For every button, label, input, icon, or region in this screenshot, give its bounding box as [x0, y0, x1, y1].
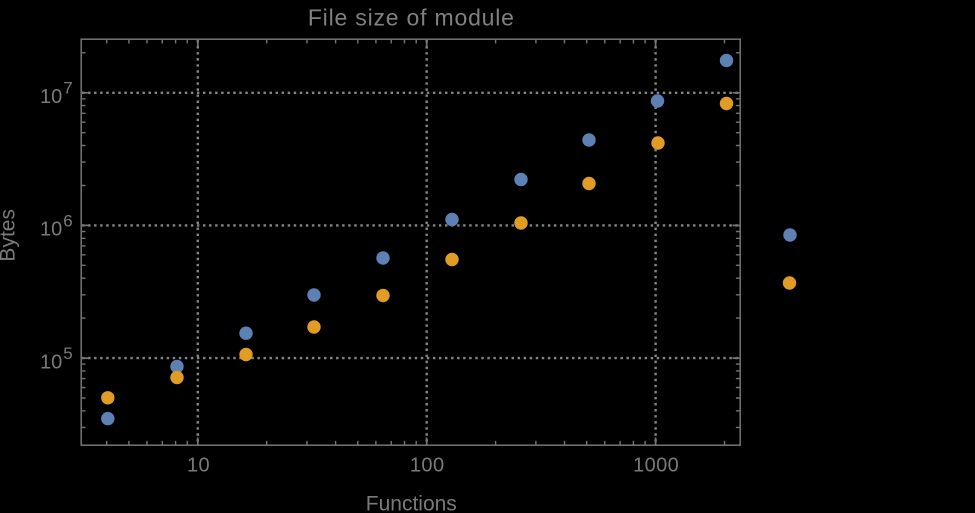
svg-text:10: 10: [40, 86, 62, 108]
svg-text:File size of module: File size of module: [308, 4, 515, 30]
svg-text:10: 10: [187, 455, 210, 477]
svg-text:10: 10: [40, 351, 62, 373]
svg-text:10: 10: [40, 219, 62, 241]
svg-text:100: 100: [410, 455, 445, 477]
svg-text:Bytes: Bytes: [0, 209, 20, 262]
svg-text:1000: 1000: [633, 455, 679, 477]
svg-text:5: 5: [63, 344, 72, 363]
svg-text:6: 6: [63, 211, 72, 230]
svg-text:Functions: Functions: [366, 492, 457, 513]
svg-text:7: 7: [63, 79, 72, 98]
